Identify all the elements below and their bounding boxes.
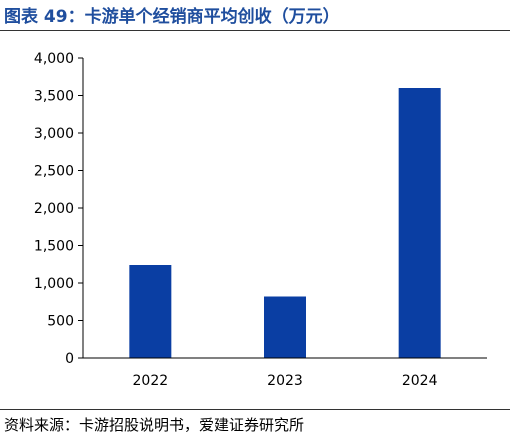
source-note: 资料来源：卡游招股说明书，爱建证券研究所: [4, 416, 305, 434]
y-tick-label: 2,000: [34, 201, 74, 217]
x-tick-label: 2023: [267, 373, 303, 389]
bar-series: [129, 88, 441, 358]
bar-2023: [264, 296, 306, 358]
y-tick-label: 1,000: [34, 276, 74, 292]
x-axis: 2022 2023 2024: [83, 357, 487, 389]
x-tick-label: 2022: [133, 373, 169, 389]
y-tick-label: 3,000: [34, 126, 74, 142]
y-tick-label: 4,000: [34, 51, 74, 67]
title-rule: [0, 30, 510, 31]
bar-chart: 05001,0001,5002,0002,5003,0003,5004,000 …: [34, 51, 487, 389]
bar-2022: [129, 265, 172, 358]
chart-title: 图表 49：卡游单个经销商平均创收（万元）: [4, 7, 340, 27]
x-tick-label: 2024: [402, 373, 438, 389]
bar-2024: [398, 88, 441, 358]
y-tick-label: 2,500: [34, 164, 74, 180]
y-tick-label: 3,500: [34, 89, 74, 105]
y-tick-label: 500: [47, 314, 74, 330]
y-axis: 0 500 1,000 1,500 2,000 2,500 3,000 3,500 4,000: [34, 51, 84, 367]
source-rule: [0, 409, 510, 410]
y-tick-label: 1,500: [34, 239, 74, 255]
y-tick-label: 0: [65, 351, 74, 367]
